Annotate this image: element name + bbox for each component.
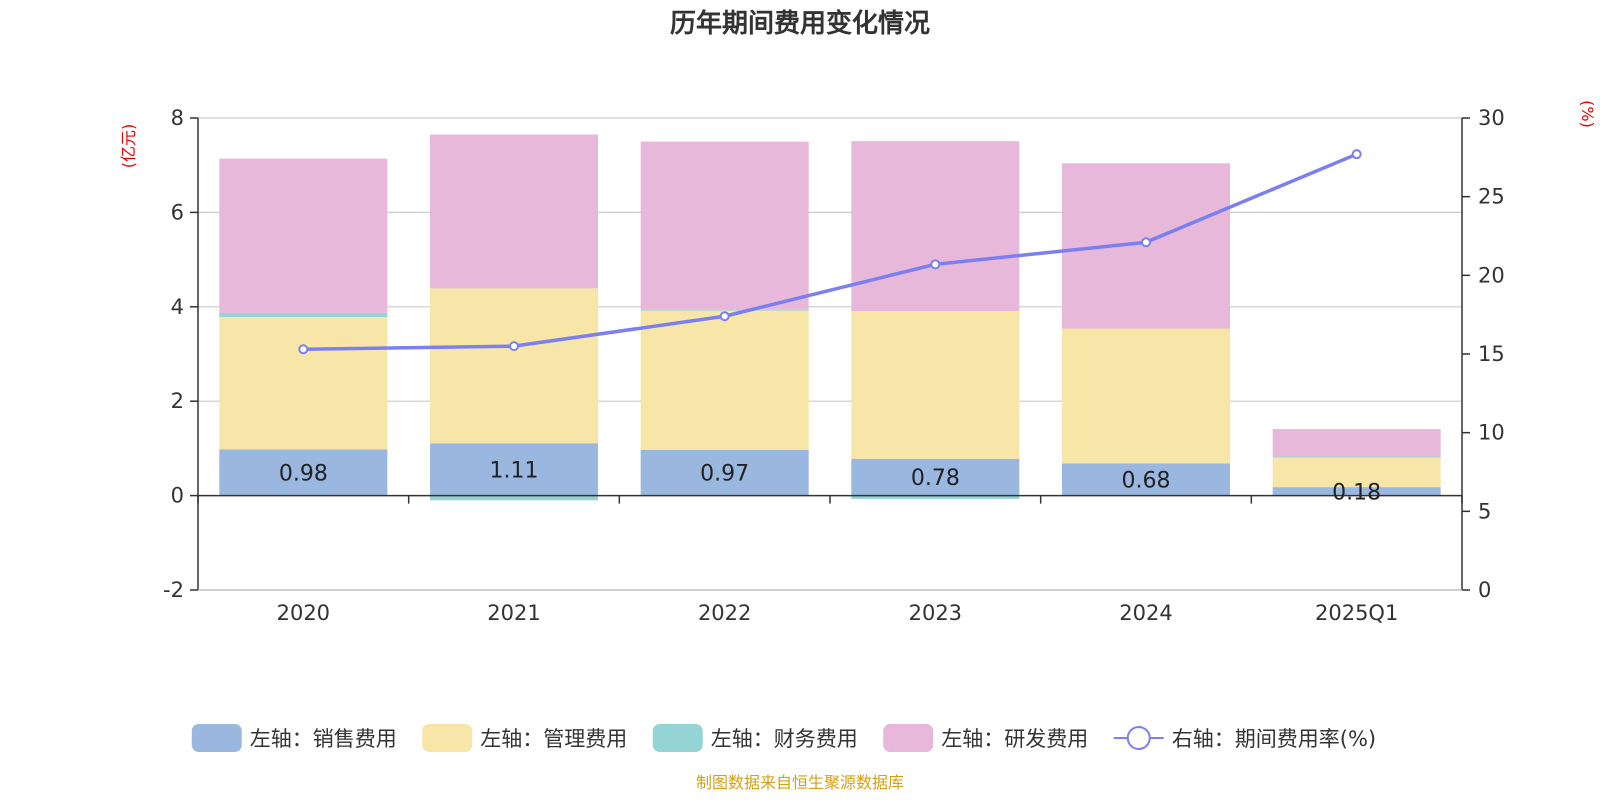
legend-label: 左轴：管理费用 [480, 727, 627, 751]
source-note: 制图数据来自恒生聚源数据库 [696, 773, 904, 792]
rate-point [1141, 237, 1151, 248]
bar-segment-1 [430, 288, 598, 444]
legend-swatch-3 [883, 724, 934, 752]
rate-point [930, 259, 941, 270]
right-tick-label: 0 [1478, 578, 1491, 602]
data-label: 0.97 [700, 462, 749, 487]
right-tick-label: 5 [1478, 499, 1491, 523]
rate-point [719, 311, 730, 322]
rate-line [303, 152, 1358, 352]
labels-layer: 0.98 1.11 0.97 0.78 0.68 0.18 [279, 458, 1381, 505]
legend-label: 左轴：销售费用 [250, 727, 397, 751]
bar-segment-2 [430, 495, 598, 501]
data-label: 0.68 [1122, 469, 1171, 494]
bar-segment-1 [640, 310, 809, 450]
data-label: 0.18 [1332, 480, 1381, 505]
data-label: 0.78 [911, 466, 960, 491]
bar-segment-2 [851, 495, 1020, 499]
left-tick-label: 0 [171, 484, 184, 508]
rate-point [509, 341, 519, 352]
left-tick-label: 8 [171, 106, 184, 130]
right-tick-label: 25 [1478, 185, 1505, 209]
chart-title: 历年期间费用变化情况 [670, 8, 930, 39]
rate-point [298, 344, 309, 355]
bar-segment-3 [1272, 429, 1441, 457]
bar-segment-1 [1272, 457, 1441, 488]
bar-segment-3 [219, 158, 388, 313]
bar-segment-2 [1272, 456, 1441, 458]
bar-segment-0 [1272, 487, 1441, 496]
bar-segment-2 [219, 312, 388, 318]
legend-swatch-1 [422, 724, 473, 752]
legend: 左轴：销售费用 左轴：管理费用 左轴：财务费用 左轴：研发费用 右轴：期间费用率(%) [191, 724, 1376, 752]
bars-layer [219, 134, 1441, 501]
right-tick-label: 15 [1478, 342, 1505, 366]
bar-segment-0 [219, 449, 388, 496]
x-tick-label: 2020 [277, 601, 330, 625]
data-label: 1.11 [490, 458, 539, 483]
bar-segment-1 [851, 311, 1020, 459]
left-tick-label: -2 [163, 578, 184, 602]
bar-segment-0 [430, 443, 598, 496]
bar-segment-0 [1062, 463, 1230, 496]
bar-segment-3 [430, 134, 598, 289]
bar-segment-1 [1062, 328, 1230, 464]
line-layer [298, 149, 1362, 355]
x-tick-label: 2023 [909, 601, 962, 625]
legend-swatch-0 [191, 724, 242, 752]
right-tick-label: 20 [1478, 263, 1505, 287]
x-tick-label: 2024 [1119, 601, 1172, 625]
legend-circle-marker [1126, 726, 1151, 750]
bar-segment-0 [640, 449, 809, 496]
rate-point [1351, 149, 1362, 160]
bar-segment-2 [640, 309, 809, 311]
left-axis-unit: (亿元) [119, 124, 138, 169]
right-axis-unit: (%) [1578, 100, 1597, 128]
x-tick-label: 2021 [487, 601, 540, 625]
legend-label: 右轴：期间费用率(%) [1172, 727, 1376, 751]
legend-label: 左轴：研发费用 [941, 727, 1088, 751]
bar-segment-1 [219, 317, 388, 450]
x-tick-label: 2025Q1 [1315, 601, 1398, 625]
legend-label: 左轴：财务费用 [711, 727, 858, 751]
right-tick-label: 10 [1478, 421, 1505, 445]
data-label: 0.98 [279, 461, 328, 486]
bar-segment-0 [851, 458, 1020, 496]
right-tick-label: 30 [1478, 106, 1505, 130]
left-tick-label: 6 [171, 200, 184, 224]
x-tick-label: 2022 [698, 601, 751, 625]
bar-segment-3 [640, 141, 809, 310]
bar-segment-3 [851, 141, 1020, 312]
left-tick-label: 2 [171, 389, 184, 413]
legend-swatch-2 [652, 724, 703, 752]
left-tick-label: 4 [171, 295, 184, 319]
